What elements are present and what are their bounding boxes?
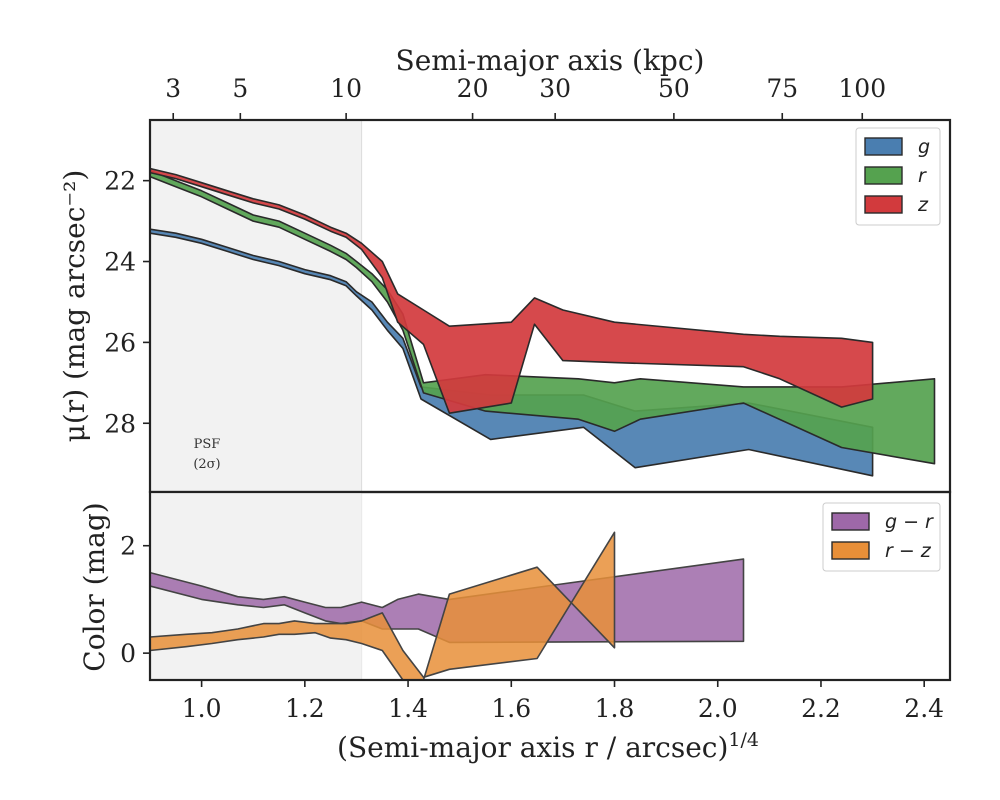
top-axis-tick-label: 75 [766, 74, 798, 103]
band-r [150, 169, 936, 465]
legend-label-r-minus-z: r − z [885, 540, 932, 562]
band-g [150, 228, 874, 477]
legend-swatch-r-minus-z [831, 541, 870, 560]
bottom-ytick-label: 2 [120, 532, 136, 561]
top-ytick-label: 24 [104, 248, 136, 277]
top-axis-tick-label: 10 [330, 74, 362, 103]
top-axis-tick-label: 50 [658, 74, 690, 103]
xtick-label: 2.2 [801, 694, 841, 723]
bottom-axis-title: (Semi-major axis r / arcsec)1/4 [337, 729, 759, 764]
top-ytick-label: 26 [104, 328, 136, 357]
legend-swatch-g-minus-r [831, 512, 870, 531]
xtick-label: 2.0 [698, 694, 738, 723]
legend-swatch-g [864, 137, 903, 156]
top-ytick-label: 28 [104, 409, 136, 438]
bottom-ytick-label: 0 [120, 639, 136, 668]
legend-swatch-r [864, 166, 903, 185]
top-axis-tick-label: 30 [539, 74, 571, 103]
band-r-minus-z [150, 531, 616, 680]
top-axis-tick-label: 5 [232, 74, 248, 103]
top-axis-tick-label: 20 [457, 74, 489, 103]
bottom-axes-frame [148, 490, 952, 682]
color-panel: 1.0 1.2 1.4 1.6 1.8 2.0 2.2 2.4 0 2 g − r r − z [120, 490, 952, 723]
legend-label-g: g [918, 136, 930, 158]
legend-label-r: r [918, 165, 927, 187]
legend-label-g-minus-r: g − r [885, 511, 934, 533]
xtick-label: 1.4 [388, 694, 428, 723]
top-axis-title: Semi-major axis (kpc) [396, 44, 705, 77]
xtick-label: 1.0 [182, 694, 222, 723]
band-z [150, 167, 874, 415]
x-axis-label-superscript: 1/4 [728, 729, 759, 751]
psf-label-line2: (2σ) [193, 457, 220, 472]
xtick-label: 1.6 [491, 694, 531, 723]
xtick-label: 1.8 [595, 694, 635, 723]
legend-swatch-z [864, 195, 903, 214]
top-y-axis-label: μ(r) (mag arcsec⁻²) [58, 170, 91, 443]
top-axis-tick-label: 100 [838, 74, 886, 103]
legend-label-z: z [917, 194, 929, 216]
xtick-label: 1.2 [285, 694, 325, 723]
top-axis-tick-label: 3 [165, 74, 181, 103]
top-ytick-label: 22 [104, 167, 136, 196]
xtick-label: 2.4 [904, 694, 944, 723]
bottom-y-axis-label: Color (mag) [78, 502, 111, 671]
psf-label-line1: PSF [194, 437, 221, 452]
x-axis-label: (Semi-major axis r / arcsec) [337, 731, 728, 764]
